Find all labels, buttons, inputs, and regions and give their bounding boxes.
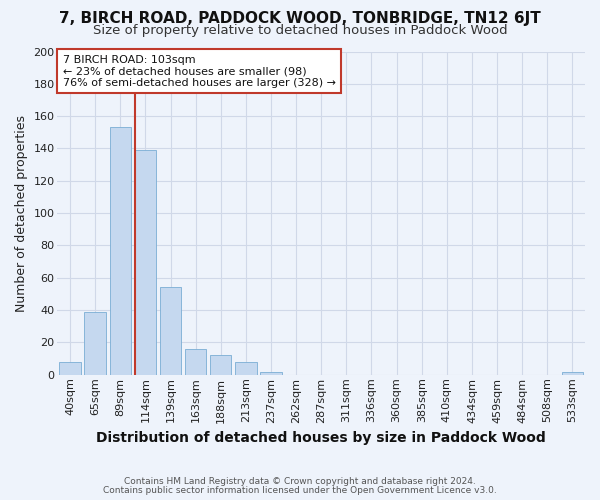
Bar xyxy=(59,362,80,375)
Y-axis label: Number of detached properties: Number of detached properties xyxy=(15,114,28,312)
Bar xyxy=(135,150,156,375)
Bar xyxy=(260,372,281,375)
Text: 7 BIRCH ROAD: 103sqm
← 23% of detached houses are smaller (98)
76% of semi-detac: 7 BIRCH ROAD: 103sqm ← 23% of detached h… xyxy=(63,54,336,88)
Bar xyxy=(185,349,206,375)
Text: 7, BIRCH ROAD, PADDOCK WOOD, TONBRIDGE, TN12 6JT: 7, BIRCH ROAD, PADDOCK WOOD, TONBRIDGE, … xyxy=(59,11,541,26)
Bar xyxy=(160,288,181,375)
Text: Contains HM Land Registry data © Crown copyright and database right 2024.: Contains HM Land Registry data © Crown c… xyxy=(124,477,476,486)
Bar xyxy=(85,312,106,375)
Bar xyxy=(562,372,583,375)
X-axis label: Distribution of detached houses by size in Paddock Wood: Distribution of detached houses by size … xyxy=(97,431,546,445)
Bar xyxy=(210,356,232,375)
Text: Contains public sector information licensed under the Open Government Licence v3: Contains public sector information licen… xyxy=(103,486,497,495)
Text: Size of property relative to detached houses in Paddock Wood: Size of property relative to detached ho… xyxy=(92,24,508,37)
Bar xyxy=(110,128,131,375)
Bar xyxy=(235,362,257,375)
